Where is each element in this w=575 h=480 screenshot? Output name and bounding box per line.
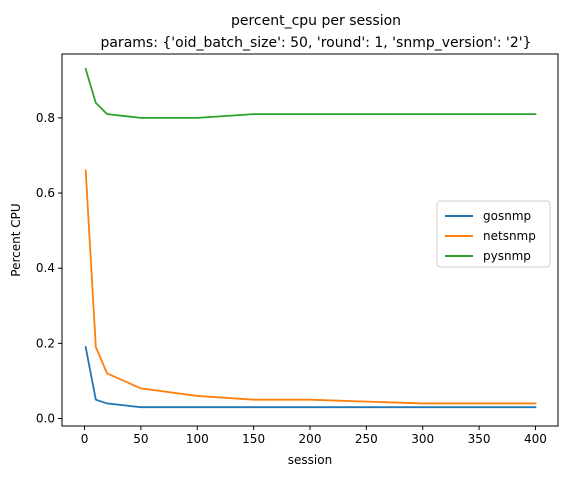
x-axis-ticks: 0 50 100 150 200 250 300 350 400 <box>81 426 547 446</box>
x-tick-label: 250 <box>355 432 378 446</box>
chart-subtitle: params: {'oid_batch_size': 50, 'round': … <box>100 35 531 51</box>
x-tick-label: 100 <box>186 432 209 446</box>
y-tick-label: 0.6 <box>36 186 55 200</box>
x-tick-label: 400 <box>524 432 547 446</box>
x-tick-label: 50 <box>133 432 148 446</box>
y-tick-label: 0.0 <box>36 411 55 425</box>
series-lines <box>84 67 537 409</box>
x-tick-label: 300 <box>411 432 434 446</box>
y-tick-label: 0.4 <box>36 261 55 275</box>
legend-label-netsnmp: netsnmp <box>483 229 536 243</box>
chart-title: percent_cpu per session <box>231 13 401 29</box>
x-tick-label: 150 <box>242 432 265 446</box>
legend-box <box>436 200 551 268</box>
legend: gosnmp netsnmp pysnmp <box>436 200 551 268</box>
legend-label-pysnmp: pysnmp <box>483 249 531 263</box>
x-tick-label: 200 <box>299 432 322 446</box>
legend-label-gosnmp: gosnmp <box>483 209 531 223</box>
series-line-pysnmp <box>84 67 537 119</box>
y-axis-label: Percent CPU <box>9 203 23 276</box>
y-axis-ticks: 0.0 0.2 0.4 0.6 0.8 <box>36 111 62 425</box>
x-tick-label: 350 <box>468 432 491 446</box>
series-line-gosnmp <box>84 346 537 409</box>
y-tick-label: 0.8 <box>36 111 55 125</box>
y-tick-label: 0.2 <box>36 336 55 350</box>
x-tick-label: 0 <box>81 432 89 446</box>
x-axis-label: session <box>288 453 332 467</box>
series-line-netsnmp <box>84 169 537 405</box>
